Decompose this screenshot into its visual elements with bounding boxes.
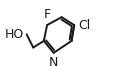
Text: F: F (43, 8, 50, 21)
Text: HO: HO (5, 28, 24, 41)
Text: Cl: Cl (78, 19, 90, 32)
Text: N: N (49, 56, 58, 66)
